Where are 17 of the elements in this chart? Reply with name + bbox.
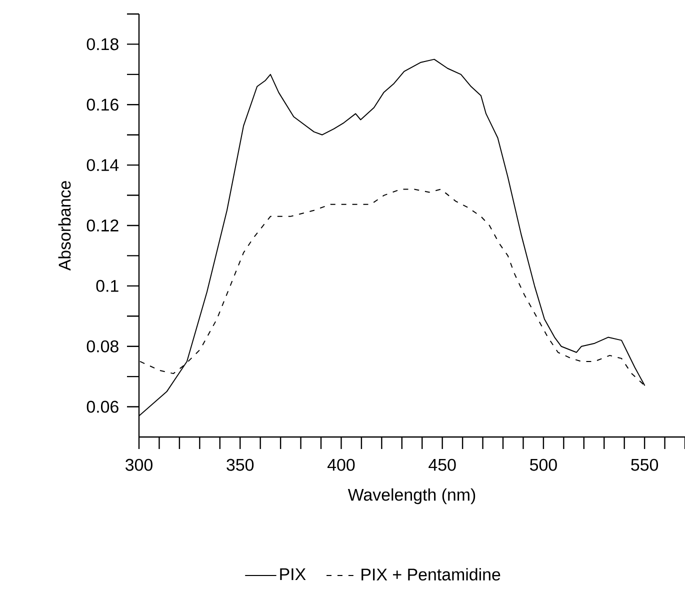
x-tick-label: 300 (126, 458, 152, 471)
y-tick-label: 0.16 (86, 98, 118, 111)
y-tick-label: 0.12 (86, 220, 118, 232)
x-tick-label: 550 (631, 458, 658, 471)
x-tick-label: 500 (530, 458, 557, 471)
y-tick-label: 0.14 (86, 159, 119, 172)
y-tick-label: 0.06 (86, 400, 118, 413)
y-tick-label: 0.1 (96, 280, 118, 292)
y-axis-title: Absorbance (58, 181, 71, 271)
y-tick-label: 0.08 (86, 340, 118, 352)
legend-label: PIX (280, 568, 306, 580)
x-axis-title: Wavelength (nm) (348, 488, 476, 504)
legend-label: PIX + Pentamidine (362, 568, 500, 581)
x-tick-label: 450 (428, 458, 456, 471)
x-tick-label: 350 (226, 458, 254, 471)
x-tick-label: 400 (327, 458, 355, 471)
y-tick-label: 0.18 (86, 38, 118, 50)
